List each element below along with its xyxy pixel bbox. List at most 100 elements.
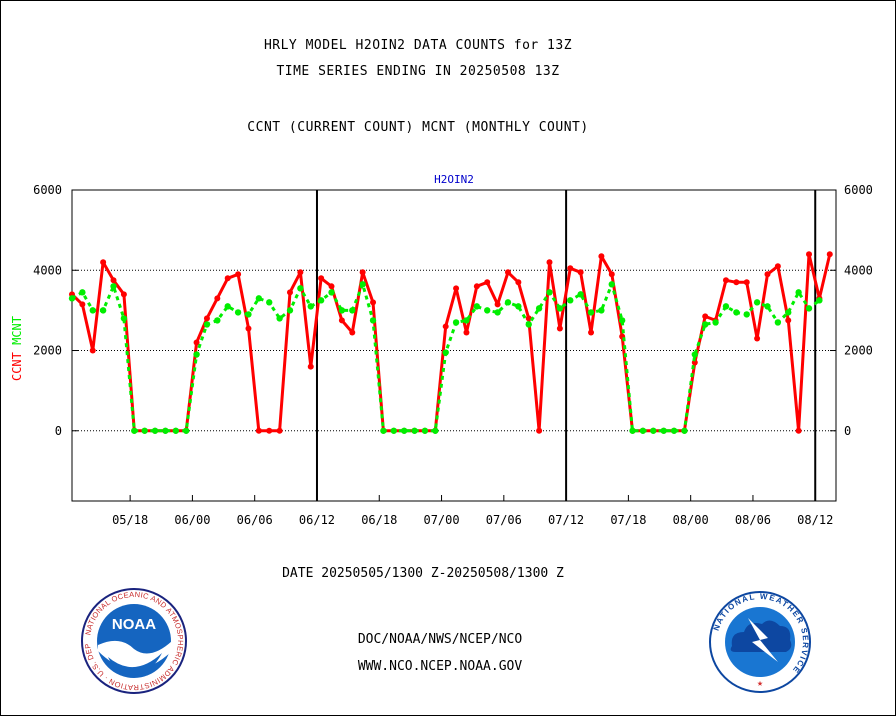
data-point-mcnt xyxy=(79,289,86,296)
y-tick-label-right: 4000 xyxy=(844,263,873,277)
data-point-ccnt xyxy=(286,289,293,296)
data-point-ccnt xyxy=(598,253,605,260)
svg-text:NOAA: NOAA xyxy=(112,616,156,633)
data-point-mcnt xyxy=(753,299,761,306)
data-point-ccnt xyxy=(546,259,553,266)
data-point-mcnt xyxy=(266,299,273,306)
data-point-mcnt xyxy=(369,317,377,324)
data-point-ccnt xyxy=(245,325,252,332)
data-point-ccnt xyxy=(266,427,273,434)
data-point-ccnt xyxy=(556,325,563,332)
org-label: DOC/NOAA/NWS/NCEP/NCO xyxy=(357,632,523,647)
data-point-mcnt xyxy=(307,303,314,310)
chart-title-line-2: TIME SERIES ENDING IN 20250508 13Z xyxy=(276,64,560,79)
noaa-logo: NOAA NATIONAL OCEANIC AND ATMOSPHERIC AD… xyxy=(80,587,187,694)
data-point-ccnt xyxy=(608,271,615,278)
data-point-ccnt xyxy=(743,279,750,286)
data-point-mcnt xyxy=(774,319,782,326)
data-point-ccnt xyxy=(764,271,771,278)
date-range-label: DATE 20250505/1300 Z-20250508/1300 Z xyxy=(282,566,564,581)
data-point-mcnt xyxy=(380,427,387,434)
x-tick-label: 07/18 xyxy=(610,513,646,527)
data-point-mcnt xyxy=(525,321,532,328)
y-tick-label-right: 2000 xyxy=(844,344,873,358)
data-point-mcnt xyxy=(650,427,657,434)
data-point-ccnt xyxy=(214,295,221,302)
data-point-mcnt xyxy=(452,319,460,326)
data-point-mcnt xyxy=(110,283,117,290)
data-point-ccnt xyxy=(515,279,522,286)
data-point-mcnt xyxy=(193,351,200,358)
data-point-ccnt xyxy=(297,269,304,276)
data-point-mcnt xyxy=(99,307,107,314)
x-tick-label: 07/06 xyxy=(486,513,522,527)
data-point-mcnt xyxy=(785,309,792,316)
line-chart: 0 0 2000 2000 4000 4000 6000 6000 05/18 06/00 06/0… xyxy=(10,173,873,527)
data-point-ccnt xyxy=(235,271,242,278)
data-point-mcnt xyxy=(151,427,159,434)
data-point-mcnt xyxy=(712,319,719,326)
y-tick-label-right: 6000 xyxy=(844,183,873,197)
x-tick-label: 06/12 xyxy=(299,513,335,527)
data-point-mcnt xyxy=(577,291,584,298)
data-point-ccnt xyxy=(79,301,86,308)
data-point-ccnt xyxy=(702,313,709,320)
data-point-mcnt xyxy=(276,315,283,322)
svg-text:★: ★ xyxy=(757,678,763,689)
data-point-ccnt xyxy=(774,263,781,270)
data-point-mcnt xyxy=(733,309,740,316)
data-point-ccnt xyxy=(110,277,117,284)
chart-title-line-1: HRLY MODEL H2OIN2 DATA COUNTS for 13Z xyxy=(263,38,573,53)
data-point-mcnt xyxy=(255,295,263,302)
data-point-mcnt xyxy=(567,297,574,304)
data-point-mcnt xyxy=(587,309,595,316)
y-tick-label-left: 2000 xyxy=(33,344,62,358)
data-point-mcnt xyxy=(411,427,418,434)
y-axis-label: CCNT MCNT xyxy=(10,316,24,381)
data-point-mcnt xyxy=(681,427,688,434)
website-link[interactable]: WWW.NCO.NCEP.NOAA.GOV xyxy=(357,659,523,674)
data-point-mcnt xyxy=(546,289,553,296)
data-point-ccnt xyxy=(318,275,325,282)
data-point-ccnt xyxy=(722,277,729,284)
data-point-mcnt xyxy=(670,427,678,434)
data-point-ccnt xyxy=(504,269,511,276)
data-point-mcnt xyxy=(203,321,211,328)
data-point-mcnt xyxy=(691,351,699,358)
data-point-mcnt xyxy=(484,307,491,314)
data-point-ccnt xyxy=(328,283,335,290)
data-point-mcnt xyxy=(805,305,813,312)
data-point-ccnt xyxy=(577,269,584,276)
data-point-ccnt xyxy=(193,339,200,346)
data-point-mcnt xyxy=(494,309,501,316)
data-point-mcnt xyxy=(618,317,626,324)
x-tick-label: 08/00 xyxy=(673,513,709,527)
data-point-mcnt xyxy=(473,303,481,310)
y-axis-label-ccnt: CCNT xyxy=(10,345,24,381)
x-tick-label: 06/18 xyxy=(361,513,397,527)
data-point-ccnt xyxy=(255,427,262,434)
data-point-mcnt xyxy=(816,297,823,304)
data-point-ccnt xyxy=(359,269,366,276)
x-tick-label: 05/18 xyxy=(112,513,148,527)
data-point-ccnt xyxy=(785,317,792,324)
data-point-mcnt xyxy=(317,297,325,304)
data-point-mcnt xyxy=(297,285,304,292)
data-point-mcnt xyxy=(639,427,647,434)
nws-logo: NATIONAL WEATHER SERVICE ★ xyxy=(709,591,811,693)
data-point-mcnt xyxy=(598,307,605,314)
data-point-mcnt xyxy=(608,281,615,288)
data-point-mcnt xyxy=(182,427,190,434)
data-point-mcnt xyxy=(504,299,512,306)
data-point-mcnt xyxy=(286,307,294,314)
data-point-mcnt xyxy=(722,303,730,310)
x-tick-label: 08/12 xyxy=(797,513,833,527)
data-point-ccnt xyxy=(349,329,356,336)
plot-title: H2OIN2 xyxy=(434,173,474,186)
data-point-ccnt xyxy=(203,315,210,322)
data-point-ccnt xyxy=(370,299,377,306)
data-point-mcnt xyxy=(535,305,543,312)
data-point-mcnt xyxy=(660,427,667,434)
data-point-mcnt xyxy=(556,305,564,312)
data-point-ccnt xyxy=(536,427,543,434)
